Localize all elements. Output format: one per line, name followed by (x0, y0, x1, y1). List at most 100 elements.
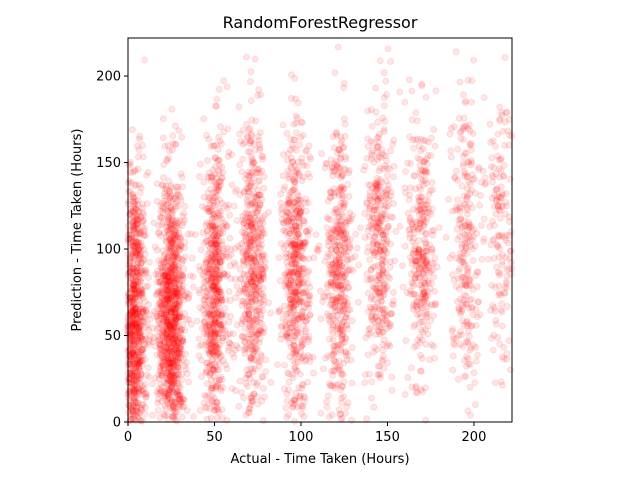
data-point (152, 313, 160, 321)
data-point (203, 404, 211, 412)
data-point (133, 271, 141, 278)
data-point (431, 142, 439, 150)
data-point (233, 186, 241, 193)
data-point (133, 329, 141, 337)
data-point (135, 289, 143, 296)
data-point (175, 299, 183, 307)
data-point (137, 313, 145, 321)
data-point (245, 126, 253, 134)
data-point (306, 292, 314, 300)
data-point (487, 163, 495, 171)
data-point (248, 260, 256, 268)
data-point (140, 385, 148, 393)
data-point (134, 279, 142, 287)
data-point (493, 193, 501, 201)
data-point (160, 305, 168, 313)
data-point (142, 390, 150, 398)
data-point (130, 198, 138, 206)
data-point (203, 304, 210, 311)
data-point (137, 274, 145, 282)
data-point (370, 403, 378, 411)
data-point (461, 237, 469, 245)
data-point (487, 306, 495, 314)
data-point (343, 403, 351, 411)
data-point (164, 199, 172, 207)
data-point (136, 243, 144, 251)
data-point (280, 186, 288, 193)
data-point (337, 341, 345, 349)
data-point (174, 243, 182, 251)
data-point (164, 244, 172, 252)
data-point (446, 130, 454, 138)
data-point (296, 370, 304, 378)
data-point (249, 365, 257, 373)
data-point (133, 238, 141, 246)
data-point (389, 289, 397, 296)
data-point (196, 173, 203, 181)
data-point (340, 84, 348, 92)
data-point (383, 203, 391, 211)
data-point (125, 402, 133, 410)
data-point (133, 392, 141, 400)
data-point (142, 393, 150, 401)
data-point (171, 227, 179, 235)
data-point (170, 388, 178, 396)
data-point (135, 239, 143, 247)
data-point (128, 307, 136, 315)
data-point (258, 265, 266, 273)
data-point (171, 289, 179, 297)
data-point (137, 404, 145, 412)
data-point (392, 227, 400, 235)
data-point (382, 189, 390, 197)
data-point (134, 196, 142, 204)
data-point (171, 243, 179, 250)
data-point (134, 343, 142, 351)
data-point (477, 222, 485, 229)
data-point (134, 278, 142, 286)
data-point (250, 272, 258, 280)
data-point (213, 95, 221, 103)
data-point (342, 166, 350, 174)
data-point (423, 260, 430, 268)
data-point (373, 182, 381, 190)
data-point (126, 253, 134, 261)
data-point (132, 407, 140, 415)
data-point (330, 342, 337, 350)
data-point (125, 236, 133, 244)
data-point (137, 246, 145, 254)
data-point (472, 322, 480, 329)
data-point (172, 322, 179, 330)
data-point (135, 229, 143, 237)
data-point (488, 281, 496, 289)
data-point (125, 162, 133, 169)
data-point (251, 55, 259, 63)
data-point (163, 156, 171, 163)
data-point (128, 241, 136, 249)
data-point (407, 160, 415, 168)
data-point (474, 298, 482, 306)
data-point (489, 217, 496, 225)
data-point (133, 355, 141, 363)
data-point (131, 290, 138, 297)
data-point (161, 348, 169, 356)
data-point (168, 363, 176, 371)
data-point (195, 335, 203, 343)
data-point (173, 408, 181, 416)
data-point (145, 301, 153, 309)
data-point (155, 370, 163, 378)
data-point (197, 373, 205, 380)
data-point (243, 207, 251, 215)
data-point (128, 314, 136, 322)
data-point (155, 385, 163, 393)
data-point (245, 185, 253, 193)
data-point (226, 234, 234, 242)
data-point (137, 371, 145, 378)
data-point (131, 319, 139, 327)
data-point (323, 398, 331, 406)
data-point (489, 346, 497, 354)
data-point (137, 337, 145, 345)
data-point (209, 242, 217, 250)
data-point (131, 331, 139, 339)
data-point (131, 343, 139, 351)
